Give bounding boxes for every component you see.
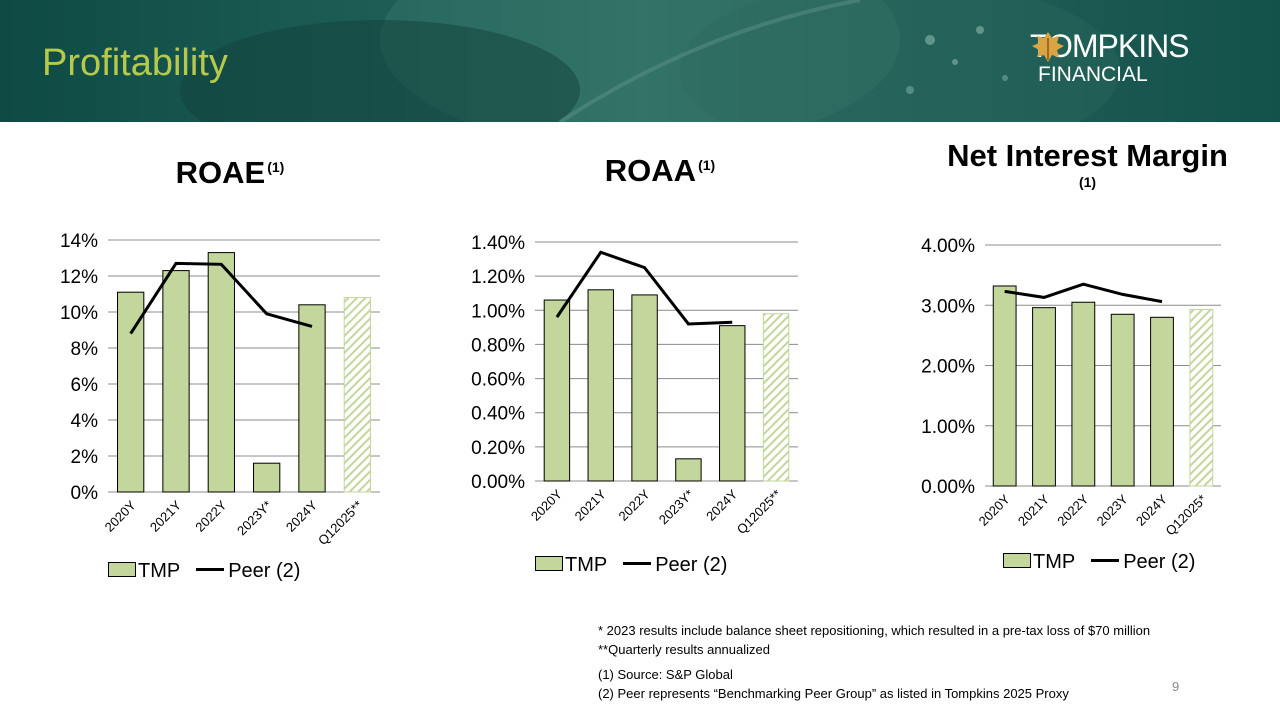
roaa-title-note: (1) [698, 157, 716, 173]
roaa-xtick-label: 2020Y [528, 486, 565, 523]
nim-ytick-label: 3.00% [921, 296, 975, 317]
roae-ytick-label: 12% [60, 267, 98, 288]
nim-bar [1150, 316, 1174, 487]
legend-bar-swatch [108, 562, 136, 578]
roae-bar [162, 270, 190, 493]
roae-legend: TMP Peer (2) [108, 560, 300, 583]
roaa-ytick-label: 1.20% [471, 267, 525, 288]
oak-leaf-icon [1032, 32, 1064, 62]
nim-bar [992, 285, 1017, 487]
nim-xtick-label: 2023Y [1094, 491, 1131, 528]
roae-ytick-label: 2% [71, 447, 99, 468]
nim-xtick-label: 2024Y [1133, 491, 1170, 528]
roaa-bar [675, 458, 702, 482]
legend-peer-label: Peer (2) [1123, 551, 1196, 573]
footnote-2023: * 2023 results include balance sheet rep… [598, 623, 1151, 638]
roae-ytick-label: 6% [71, 375, 99, 396]
roae-bar [207, 252, 235, 493]
legend-peer-label: Peer (2) [655, 554, 728, 576]
roae-ytick-label: 14% [60, 231, 98, 252]
nim-xtick-label: 2020Y [976, 491, 1013, 528]
roae-title-text: ROAE [175, 155, 266, 190]
roae-ytick-label: 0% [71, 483, 99, 504]
roae-xtick-label: 2023Y* [234, 498, 275, 539]
nim-bar [1032, 307, 1056, 487]
roae-bar [253, 462, 281, 493]
legend-line-swatch [623, 562, 652, 566]
nim-ytick-label: 1.00% [921, 417, 975, 438]
page-number: 9 [1172, 679, 1180, 694]
roaa-xtick-label: 2022Y [616, 486, 653, 523]
nim-bar [1110, 313, 1135, 487]
legend-tmp-label: TMP [1033, 551, 1076, 573]
roaa-peer-line [555, 250, 733, 326]
nim-title-text: Net Interest Margin [947, 138, 1228, 173]
roaa-legend: TMP Peer (2) [535, 554, 727, 577]
nim-ytick-label: 4.00% [921, 236, 975, 257]
roae-xtick-label: 2021Y [147, 497, 184, 534]
nim-legend: TMP Peer (2) [1003, 551, 1195, 574]
roaa-bar [719, 325, 746, 482]
roaa-xtick-label: 2021Y [572, 486, 609, 523]
legend-peer-label: Peer (2) [228, 560, 301, 582]
roaa-xtick-label: 2023Y* [656, 487, 697, 528]
legend-tmp-label: TMP [138, 560, 181, 582]
logo-subtitle: FINANCIAL [1038, 63, 1148, 86]
nim-xtick-label: 2021Y [1015, 491, 1052, 528]
nim-ytick-label: 2.00% [921, 357, 975, 378]
roaa-ytick-label: 0.60% [471, 370, 525, 391]
roaa-chart-title: ROAA (1) [580, 153, 740, 189]
roaa-bar [587, 289, 614, 482]
roae-ytick-label: 8% [71, 339, 99, 360]
roae-title-note: (1) [267, 159, 285, 175]
roaa-ytick-label: 1.40% [471, 233, 525, 254]
roaa-ytick-label: 1.00% [471, 301, 525, 322]
roae-xtick-label: 2024Y [283, 497, 320, 534]
roaa-xtick-label: Q12025** [734, 487, 784, 537]
footnote-annualized: **Quarterly results annualized [598, 642, 770, 657]
leaf-background [180, 0, 1120, 122]
legend-bar-swatch [1003, 553, 1031, 569]
footnote-source: (1) Source: S&P Global [598, 667, 733, 682]
roae-peer-line [129, 261, 313, 335]
nim-chart-title: Net Interest Margin (1) [925, 138, 1250, 190]
roae-xtick-label: 2020Y [102, 497, 139, 534]
roae-chart-title: ROAE (1) [150, 155, 310, 191]
roaa-ytick-label: 0.80% [471, 335, 525, 356]
legend-tmp-label: TMP [565, 554, 608, 576]
roae-bar [117, 291, 145, 493]
header-banner: Profitability TOMPKINS FINANCIAL [0, 0, 1280, 122]
nim-xtick-label: 2022Y [1054, 491, 1091, 528]
roae-ytick-label: 10% [60, 303, 98, 324]
roae-xtick-label: 2022Y [192, 497, 229, 534]
footnotes: * 2023 results include balance sheet rep… [598, 621, 1150, 703]
roaa-bar [631, 294, 658, 482]
roaa-xtick-label: 2024Y [703, 486, 740, 523]
roae-bar [343, 297, 371, 493]
nim-peer-line [1004, 282, 1163, 304]
footnote-peer: (2) Peer represents “Benchmarking Peer G… [598, 686, 1069, 701]
legend-line-swatch [1091, 559, 1120, 563]
nim-ytick-label: 0.00% [921, 477, 975, 498]
page-title: Profitability [42, 42, 228, 84]
nim-title-note: (1) [1078, 174, 1097, 190]
roaa-ytick-label: 0.20% [471, 438, 525, 459]
roaa-ytick-label: 0.40% [471, 404, 525, 425]
roae-bar [298, 304, 326, 493]
roae-ytick-label: 4% [71, 411, 99, 432]
roaa-bar [543, 299, 571, 482]
nim-bar [1071, 301, 1096, 487]
legend-line-swatch [196, 568, 225, 572]
roae-xtick-label: Q12025** [315, 498, 365, 548]
nim-xtick-label: Q12025* [1163, 492, 1210, 539]
company-logo: TOMPKINS FINANCIAL [1030, 30, 1190, 86]
legend-bar-swatch [535, 556, 563, 572]
roaa-ytick-label: 0.00% [471, 472, 525, 493]
roaa-bar [762, 313, 790, 482]
roaa-title-text: ROAA [604, 153, 697, 188]
nim-bar [1189, 308, 1214, 487]
